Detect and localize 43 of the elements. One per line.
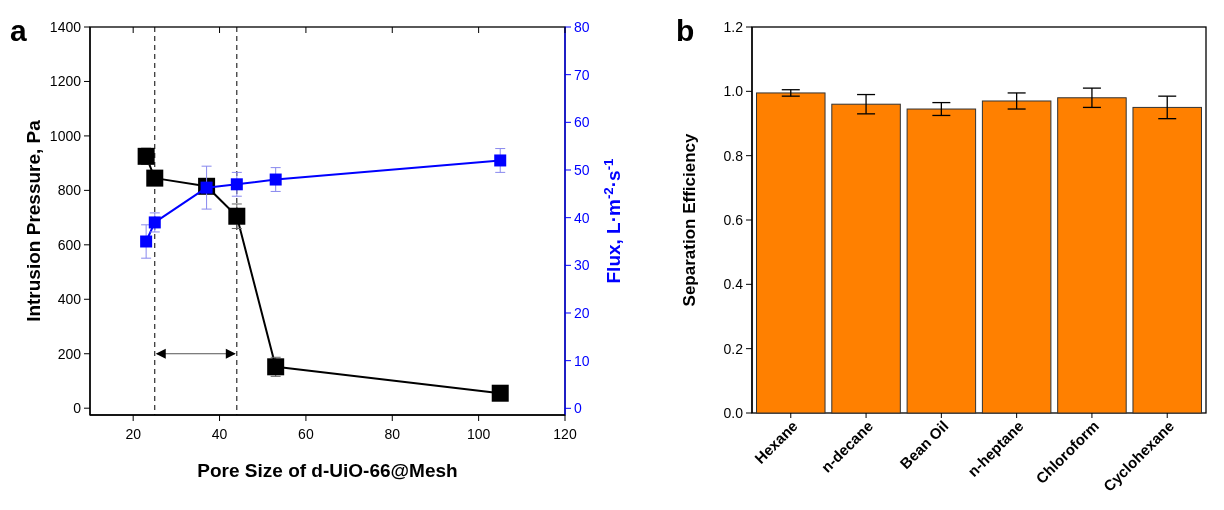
y2-tick-label: 30 [574,257,590,274]
y2-tick-label: 10 [574,352,590,369]
x-tick-label: 20 [125,426,142,442]
point [146,169,164,187]
y-tick-label: 0.4 [723,276,744,293]
point [491,384,509,402]
y-tick-label: 0.2 [723,340,744,357]
y-tick-label: 1.2 [723,18,744,35]
point [140,235,153,248]
point [494,154,507,167]
y-tick-label: 0.0 [723,404,744,421]
y-tick-label: 1400 [49,18,82,35]
y-tick-label: 400 [57,291,82,308]
y-tick-label: 1000 [49,127,82,144]
y-tick-label: 0.8 [723,147,744,164]
y-tick-label: 200 [57,345,82,362]
y2-tick-label: 60 [574,114,590,131]
chart-title: a [10,14,27,47]
y-tick-label: 600 [57,236,82,253]
y2-tick-label: 50 [574,161,590,178]
chart-title: b [676,14,695,47]
point [228,207,246,225]
x-tick-label: 120 [553,426,577,442]
y2-tick-label: 20 [574,304,590,321]
y2-tick-label: 70 [574,66,590,83]
x-tick-label: 60 [298,426,314,442]
x-tick-label: 100 [466,426,491,442]
y2-tick-label: 80 [574,18,590,35]
y-tick-label: 0 [73,400,82,417]
point [148,216,161,229]
y2-tick-label: 0 [574,400,582,417]
y-tick-label: 1.0 [723,83,744,100]
y2-tick-label: 40 [574,209,590,226]
y-axis-title: Separation Efficiency [680,133,699,307]
point [230,178,243,191]
y-tick-label: 1200 [49,73,82,90]
y-axis-title: Intrusion Pressure, Pa [23,119,44,322]
y-tick-label: 800 [57,182,82,199]
x-tick-label: 40 [211,426,228,442]
y-tick-label: 0.6 [723,211,744,228]
x-tick-label: 80 [384,426,401,442]
point [269,173,282,186]
x-axis-title: Pore Size of d-UiO-66@Mesh [197,460,458,481]
